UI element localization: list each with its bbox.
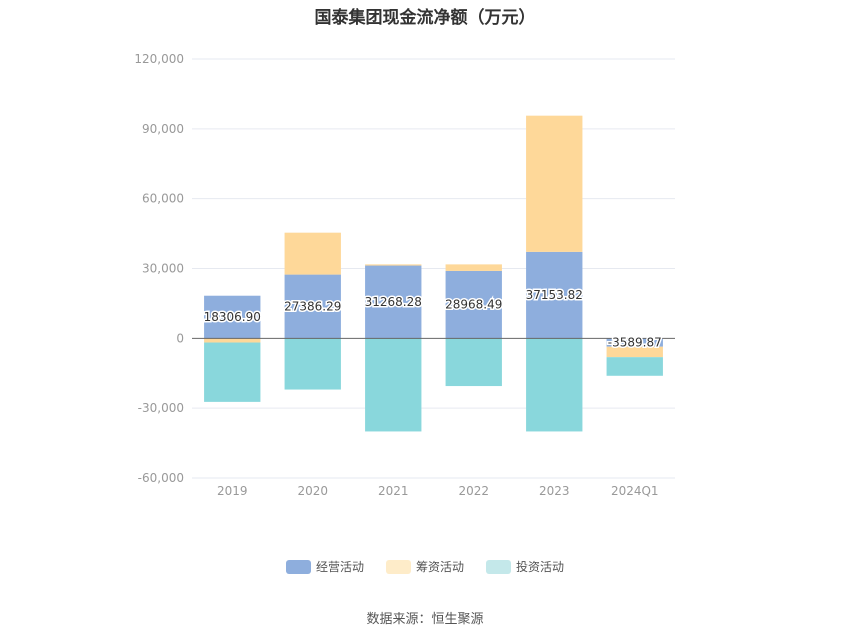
- data-label: 31268.28: [365, 295, 422, 309]
- x-tick-label: 2024Q1: [611, 484, 659, 498]
- y-tick-label: -60,000: [138, 471, 184, 485]
- legend-item[interactable]: 投资活动: [486, 558, 564, 575]
- bar[interactable]: [445, 338, 502, 387]
- grid-lines: [192, 58, 675, 479]
- legend-swatch: [385, 559, 411, 574]
- bar[interactable]: [526, 338, 583, 432]
- bar[interactable]: [445, 270, 502, 339]
- source-note: 数据来源：恒生聚源: [366, 612, 484, 627]
- bar[interactable]: [365, 264, 422, 266]
- data-label: 27386.29: [284, 299, 341, 313]
- bar[interactable]: [606, 357, 663, 376]
- y-tick-label: 90,000: [142, 122, 184, 136]
- data-label: 18306.90: [204, 310, 261, 324]
- bar[interactable]: [365, 265, 422, 339]
- legend-label: 经营活动: [315, 560, 364, 574]
- legend-swatch: [486, 559, 511, 574]
- bar[interactable]: [526, 115, 583, 252]
- bars: [204, 115, 663, 432]
- bar[interactable]: [445, 264, 502, 271]
- bar[interactable]: [365, 338, 422, 432]
- bar[interactable]: [526, 251, 583, 339]
- x-tick-label: 2022: [458, 484, 489, 498]
- bar[interactable]: [204, 295, 261, 339]
- x-tick-label: 2023: [539, 484, 570, 498]
- data-label: -3589.87: [608, 336, 662, 350]
- y-tick-label: 30,000: [142, 262, 184, 276]
- data-labels: 18306.90 27386.29 31268.28 28968.49 37153.82…: [202, 287, 663, 351]
- x-tick-label: 2019: [217, 484, 248, 498]
- chart-title: 国泰集团现金流净额（万元）: [314, 8, 536, 28]
- y-tick-label: -30,000: [138, 401, 184, 415]
- bar[interactable]: [284, 274, 341, 339]
- y-tick-label: 120,000: [134, 52, 184, 66]
- legend-label: 筹资活动: [415, 560, 464, 574]
- x-tick-label: 2020: [297, 484, 328, 498]
- y-tick-label: 0: [176, 331, 184, 345]
- legend-label: 投资活动: [516, 560, 565, 574]
- legend-swatch: [285, 559, 311, 574]
- y-tick-label: 60,000: [142, 192, 184, 206]
- legend: 经营活动 筹资活动 投资活动: [0, 558, 850, 575]
- x-axis: 2019 2020 2021 2022 2023 2024Q1: [217, 484, 659, 498]
- x-tick-label: 2021: [378, 484, 409, 498]
- bar[interactable]: [284, 338, 341, 390]
- data-label: 37153.82: [526, 288, 583, 302]
- bar[interactable]: [606, 346, 663, 358]
- bar[interactable]: [204, 342, 261, 402]
- bar[interactable]: [284, 232, 341, 275]
- y-axis: 120,000 90,000 60,000 30,000 0 -30,000 -60,000: [134, 52, 184, 485]
- data-label: 28968.49: [445, 298, 502, 312]
- legend-item[interactable]: 经营活动: [285, 558, 364, 575]
- bar[interactable]: [204, 338, 261, 343]
- bar[interactable]: [606, 338, 663, 347]
- legend-item[interactable]: 筹资活动: [385, 558, 464, 575]
